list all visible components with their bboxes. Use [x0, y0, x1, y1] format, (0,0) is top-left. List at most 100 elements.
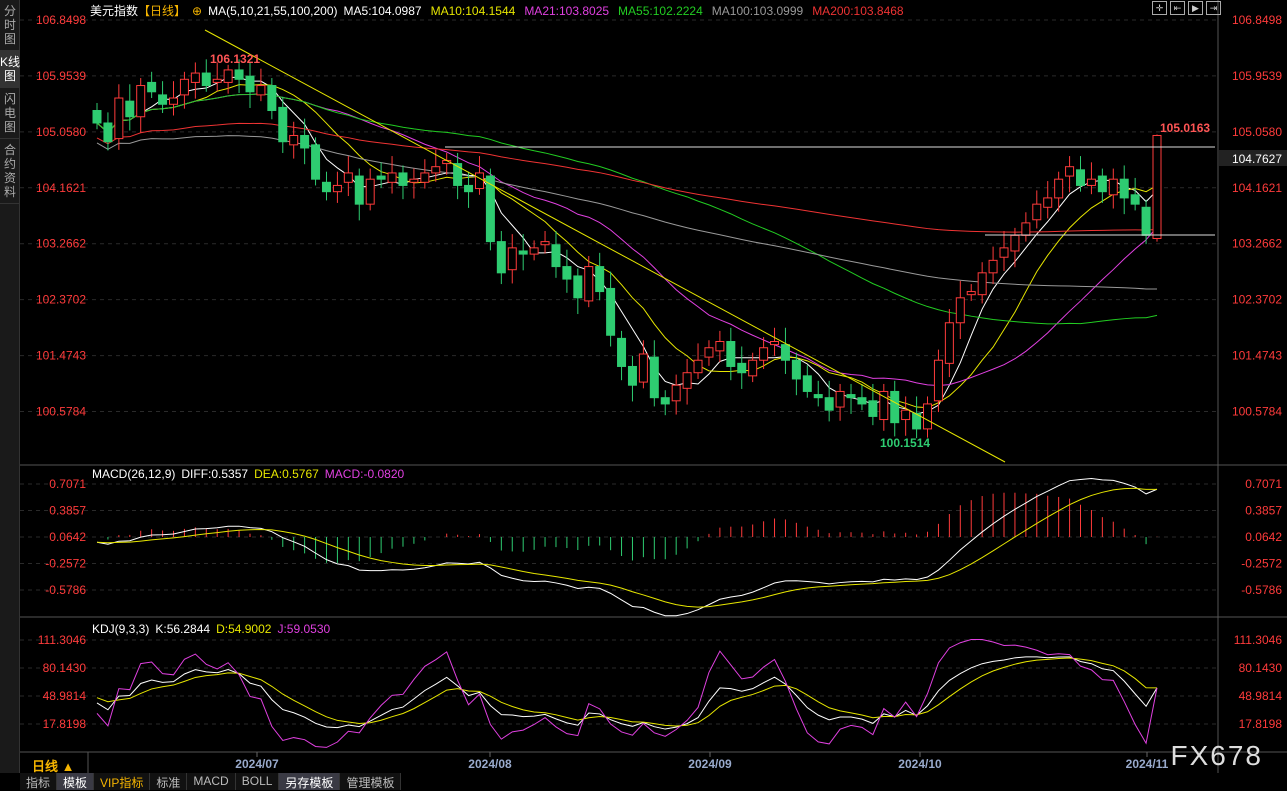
- tab-save-template[interactable]: 另存模板: [279, 773, 341, 790]
- candle-down: [1076, 169, 1086, 186]
- price-tick-label: 102.3702: [1232, 293, 1282, 307]
- candle-down: [376, 175, 386, 180]
- tab-macd[interactable]: MACD: [187, 773, 236, 790]
- ma5-line: [96, 76, 1158, 415]
- candle-up: [387, 172, 397, 183]
- tab-vip-indicators[interactable]: VIP指标: [94, 773, 151, 790]
- candle-up: [584, 266, 594, 302]
- candle-down: [496, 241, 506, 274]
- add-icon[interactable]: ⊕: [192, 3, 203, 18]
- candle-down: [857, 397, 867, 405]
- ma-legend-3: MA55:102.2224: [618, 3, 703, 18]
- ma55-line: [96, 93, 1158, 325]
- candle-down: [813, 394, 823, 399]
- candle-up: [671, 384, 681, 402]
- zoom-in-icon[interactable]: ⇤: [1170, 1, 1185, 15]
- price-tick-label: 104.1621: [1232, 181, 1282, 195]
- candle-down: [868, 400, 878, 417]
- date-tick-label: 2024/10: [898, 757, 942, 771]
- candle-up: [507, 247, 517, 271]
- current-price-box: [1219, 150, 1287, 166]
- candle-down: [617, 337, 627, 367]
- tab-templates[interactable]: 模板: [57, 773, 95, 790]
- candle-down: [1141, 206, 1151, 236]
- candle-down: [267, 85, 277, 112]
- candle-down: [791, 359, 801, 380]
- kdj-j: J:59.0530: [277, 622, 331, 636]
- candle-up: [759, 347, 769, 361]
- candle-down: [485, 175, 495, 243]
- diff-line: [96, 478, 1158, 617]
- candle-down: [824, 397, 834, 411]
- date-tick-label: 2024/07: [235, 757, 279, 771]
- macd-tick-label: -0.2572: [1241, 557, 1282, 571]
- candle-up: [1152, 134, 1162, 239]
- ma-legend-0: MA5:104.0987: [343, 3, 422, 18]
- ma21-line: [96, 93, 1158, 387]
- candle-down: [300, 134, 310, 149]
- price-tick-label-left: 106.8498: [36, 13, 86, 27]
- ma200-line: [96, 122, 1158, 233]
- kdj-tick-label: 48.9814: [1239, 689, 1283, 703]
- candle-up: [474, 172, 484, 190]
- macd-tick-label: -0.5786: [1241, 583, 1282, 597]
- candle-up: [879, 390, 889, 421]
- candle-up: [529, 247, 539, 255]
- candle-down: [398, 172, 408, 186]
- candle-down: [551, 244, 561, 268]
- price-chart[interactable]: 106.8498 106.8498 105.9539 105.9539 105.0580…: [0, 0, 1287, 773]
- candle-down: [518, 250, 528, 255]
- candle-down: [802, 375, 812, 392]
- macd-tick-label-left: 0.0642: [49, 530, 86, 544]
- kdj-k: K:56.2844: [155, 622, 211, 636]
- tab-kline-chart[interactable]: K线图: [0, 51, 20, 88]
- tab-flash-chart[interactable]: 闪电图: [0, 88, 20, 139]
- tab-indicators[interactable]: 指标: [20, 773, 58, 790]
- candle-up: [835, 390, 845, 408]
- price-tick-label-left: 105.0580: [36, 125, 86, 139]
- candle-up: [977, 272, 987, 296]
- price-tick-label-left: 102.3702: [36, 293, 86, 307]
- kdj-tick-label: 80.1430: [1239, 661, 1283, 675]
- candle-down: [453, 163, 463, 186]
- ma-legend-1: MA10:104.1544: [430, 3, 516, 18]
- candle-up: [955, 297, 965, 324]
- candle-up: [431, 166, 441, 174]
- candle-up: [999, 247, 1009, 258]
- candle-down: [562, 266, 572, 280]
- candle-down: [846, 394, 856, 399]
- tab-standard[interactable]: 标准: [150, 773, 188, 790]
- macd-value: MACD:-0.0820: [324, 467, 405, 481]
- scroll-right-icon[interactable]: ⇥: [1206, 1, 1221, 15]
- chart-toolbar: ✛ ⇤ ▶ ⇥: [1152, 1, 1221, 15]
- candle-up: [190, 72, 200, 83]
- candle-up: [420, 172, 430, 183]
- candle-up: [540, 241, 550, 246]
- candle-up: [638, 353, 648, 383]
- candle-up: [343, 172, 353, 183]
- price-tick-label: 101.4743: [1232, 349, 1282, 363]
- candle-down: [147, 81, 157, 93]
- candle-up: [1032, 203, 1042, 221]
- tab-manage-templates[interactable]: 管理模板: [340, 773, 402, 790]
- kdj-tick-label: 17.8198: [1239, 717, 1283, 731]
- tab-boll[interactable]: BOLL: [236, 773, 280, 790]
- crosshair-icon[interactable]: ✛: [1152, 1, 1167, 15]
- candle-up: [1065, 166, 1075, 177]
- price-tick-label-left: 100.5784: [36, 405, 86, 419]
- candle-down: [321, 181, 331, 193]
- candle-down: [1097, 175, 1107, 193]
- tab-time-chart[interactable]: 分时图: [0, 0, 20, 51]
- zoom-fit-icon[interactable]: ▶: [1188, 1, 1203, 15]
- candle-up: [256, 85, 266, 96]
- candle-down: [627, 365, 637, 386]
- current-price-label: 104.7627: [1232, 152, 1282, 166]
- price-tick-label: 103.2662: [1232, 237, 1282, 251]
- ma10-line: [96, 84, 1158, 409]
- candle-down: [201, 72, 211, 87]
- tab-contract-info[interactable]: 合约资料: [0, 139, 20, 204]
- candle-down: [464, 184, 474, 193]
- candle-up: [901, 409, 911, 421]
- period-selector[interactable]: 日线 ▲: [32, 759, 75, 774]
- candle-up: [748, 359, 758, 377]
